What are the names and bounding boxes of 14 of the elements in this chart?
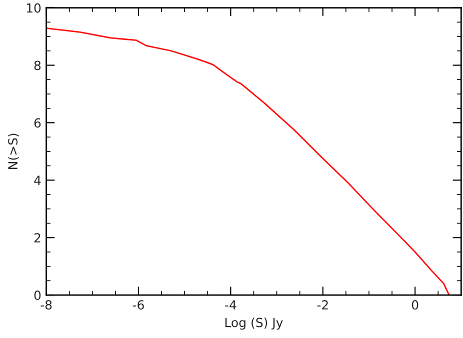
line-series [46, 27, 450, 296]
x-tick-label: 0 [412, 300, 418, 310]
x-tick-label: -6 [132, 300, 144, 310]
x-tick-label: -8 [40, 300, 52, 310]
x-axis-title: Log (S) Jy [225, 318, 283, 330]
y-axis-title: N(>S) [8, 134, 20, 169]
y-tick-label: 6 [34, 118, 41, 128]
y-tick-label: 4 [34, 176, 41, 185]
y-tick-label: 0 [34, 290, 41, 300]
y-tick-label: 10 [26, 3, 41, 13]
y-tick-label: 8 [34, 60, 41, 70]
y-tick-label: 2 [34, 233, 40, 242]
x-tick-label: -4 [225, 300, 236, 310]
x-tick-label: -2 [317, 300, 328, 310]
